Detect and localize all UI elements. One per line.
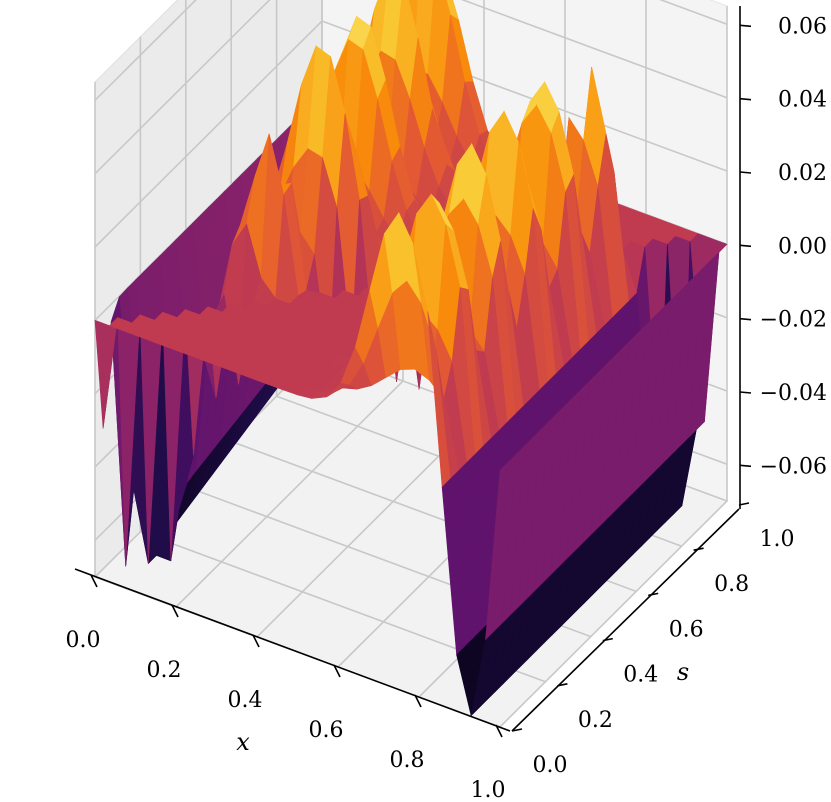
x-tick-label: 1.0 (471, 778, 506, 802)
surface-mesh (94, 0, 728, 717)
x-tick (414, 694, 422, 708)
z-tick-label: 0.04 (778, 88, 827, 113)
s-tick-label: 0.8 (714, 572, 749, 597)
x-tick (495, 724, 503, 738)
z-tick (739, 24, 752, 28)
axis-lines (74, 6, 741, 732)
s-tick-label: 0.2 (578, 708, 613, 733)
z-tick-label: 0.06 (778, 14, 827, 39)
s-tick (738, 502, 750, 506)
x-tick-label: 0.4 (228, 688, 263, 713)
z-tick (739, 317, 752, 321)
z-tick-label: −0.02 (760, 308, 827, 333)
x-tick-label: 0.0 (66, 628, 101, 653)
x-tick (252, 634, 260, 648)
s-tick (557, 683, 568, 687)
s-tick-label: 1.0 (760, 527, 795, 552)
gridline-z (94, 0, 728, 175)
s-tick (648, 592, 659, 597)
gridline-z (94, 0, 728, 101)
x-tick-label: 0.8 (390, 748, 425, 773)
s-tick-label: 0.6 (669, 617, 704, 642)
z-tick (739, 464, 752, 468)
s-tick (602, 637, 613, 642)
tick-labels: 0.0 0.2 0.4 0.6 0.8 1.0 0.0 0.2 0.4 0.6 0.8 1.0 0.06… (66, 14, 828, 802)
z-tick (739, 244, 752, 248)
z-tick (739, 171, 752, 174)
x-tick (90, 574, 98, 588)
z-tick (739, 391, 752, 394)
s-tick-label: 0.4 (623, 663, 658, 688)
surface-patch (485, 461, 509, 641)
x-tick-label: 0.6 (309, 718, 344, 743)
s-axis-label: s (677, 658, 689, 686)
tick-marks (90, 24, 752, 738)
s-tick (693, 547, 704, 551)
s-tick-label: 0.0 (533, 753, 568, 778)
s-axis-line (511, 508, 740, 732)
z-tick-label: −0.04 (760, 381, 827, 406)
x-tick-label: 0.2 (147, 658, 182, 683)
x-tick (333, 664, 341, 678)
z-tick-label: 0.00 (778, 234, 827, 259)
s-tick (511, 728, 523, 732)
z-tick-label: 0.02 (778, 161, 827, 186)
x-axis-label: x (236, 728, 250, 756)
z-tick-label: −0.06 (760, 454, 827, 479)
z-tick (739, 97, 752, 101)
x-axis-line (74, 568, 511, 732)
x-tick (171, 604, 179, 618)
